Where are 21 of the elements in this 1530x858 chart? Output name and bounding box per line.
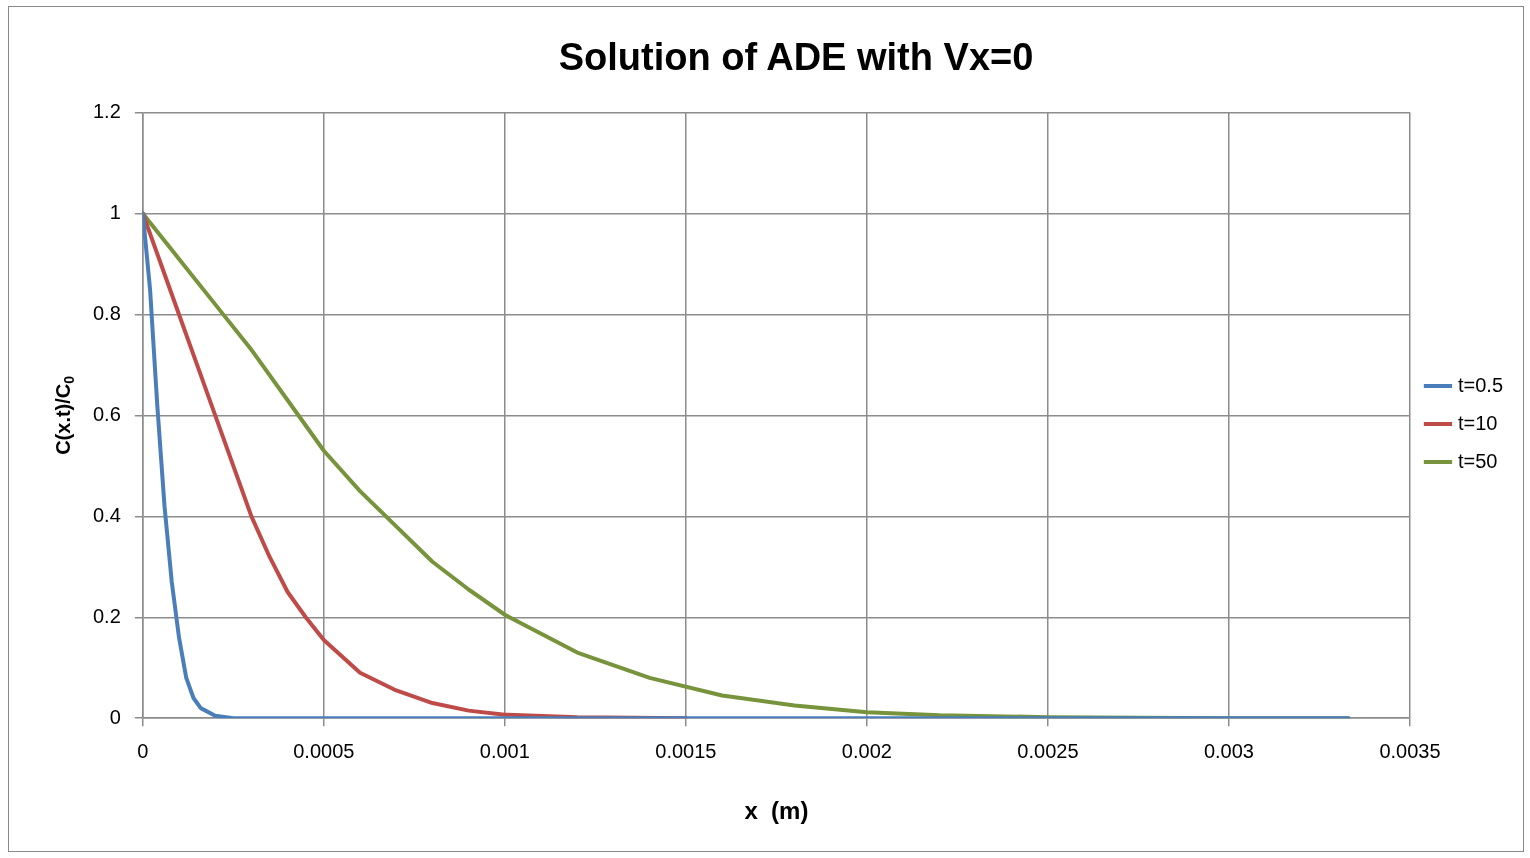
legend-label: t=0.5 <box>1457 373 1504 396</box>
x-tick-label: 0.0035 <box>1379 739 1441 762</box>
x-tick-label: 0.0025 <box>1017 739 1079 762</box>
legend-label: t=50 <box>1457 449 1498 472</box>
x-axis-title: x (m) <box>744 797 809 825</box>
y-axis-title: C(x.t)/C0 <box>51 375 77 455</box>
legend-label: t=10 <box>1457 411 1498 434</box>
x-tick-label: 0.003 <box>1203 739 1254 762</box>
y-tick-label: 0.2 <box>92 604 121 627</box>
y-tick-label: 0.8 <box>92 301 121 324</box>
x-tick-label: 0.0005 <box>293 739 355 762</box>
chart-title: Solution of ADE with Vx=0 <box>558 36 1034 79</box>
x-tick-label: 0.001 <box>479 739 530 762</box>
y-tick-label: 1.2 <box>92 100 121 123</box>
y-tick-label: 0 <box>109 705 121 728</box>
x-tick-label: 0 <box>137 739 149 762</box>
x-tick-label: 0.002 <box>841 739 892 762</box>
y-tick-label: 0.6 <box>92 402 121 425</box>
y-tick-label: 0.4 <box>92 503 121 526</box>
y-tick-label: 1 <box>109 201 121 224</box>
x-tick-label: 0.0015 <box>655 739 717 762</box>
